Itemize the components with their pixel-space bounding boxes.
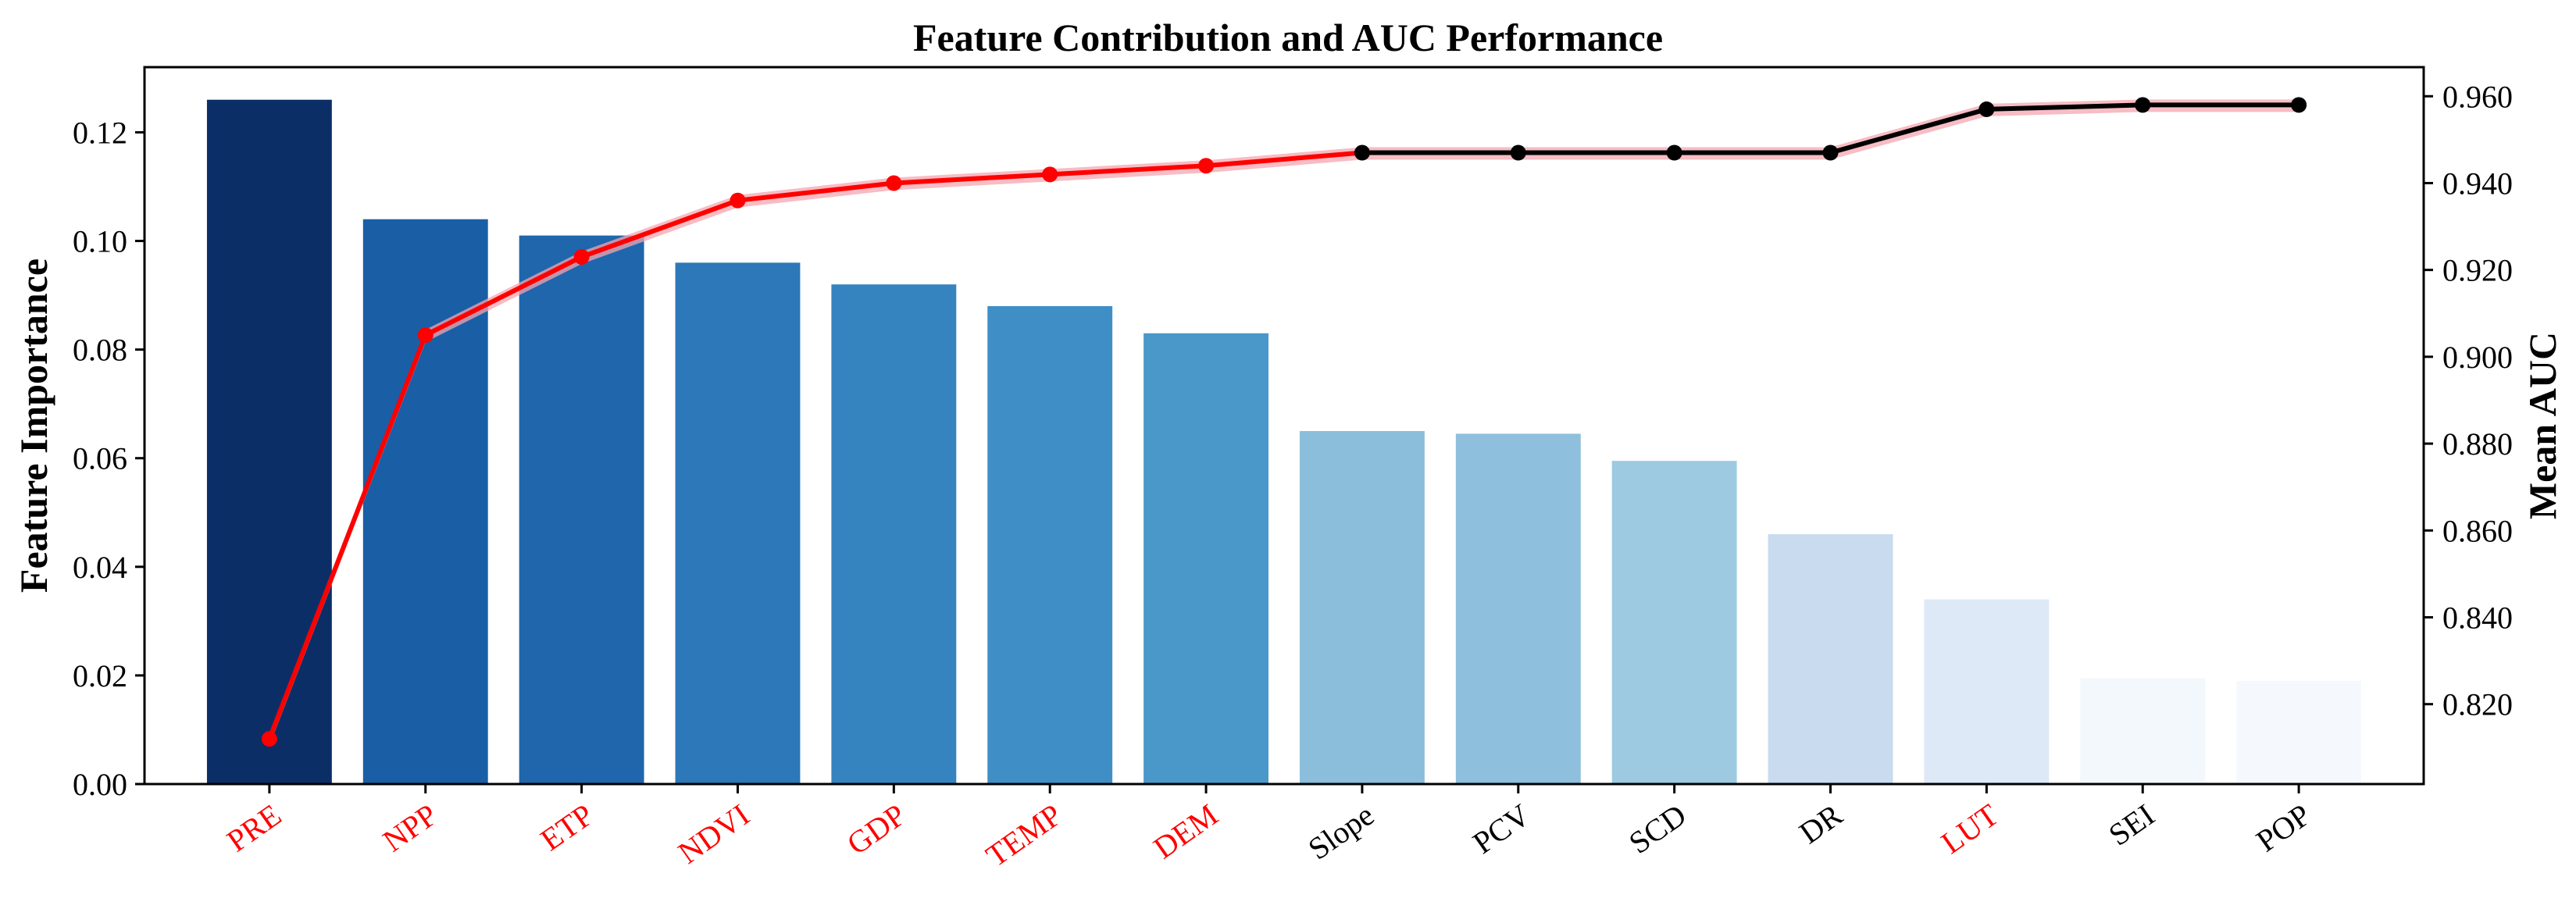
bar-scd xyxy=(1611,461,1737,784)
bar-pcv xyxy=(1455,433,1581,784)
y-right-tick-label: 0.940 xyxy=(2442,166,2513,201)
bar-npp xyxy=(362,219,488,784)
bar-sei xyxy=(2080,678,2206,784)
x-tick-label-slope: Slope xyxy=(1302,797,1380,867)
x-tick-label-scd: SCD xyxy=(1622,797,1693,861)
y-right-tick-label: 0.840 xyxy=(2442,600,2513,635)
x-tick-label-dem: DEM xyxy=(1147,797,1225,866)
y-right-tick-label: 0.880 xyxy=(2442,426,2513,462)
auc-point-pcv xyxy=(1510,144,1526,161)
y-left-tick-label: 0.08 xyxy=(73,333,127,368)
auc-point-pre xyxy=(261,731,277,747)
y-left-tick-label: 0.12 xyxy=(73,115,127,150)
x-tick-label-pcv: PCV xyxy=(1466,797,1536,861)
y-left-tick-label: 0.06 xyxy=(73,441,127,476)
auc-point-etp xyxy=(573,248,590,265)
bar-dr xyxy=(1768,534,1893,784)
x-tick-label-dr: DR xyxy=(1793,797,1849,850)
x-tick-label-sei: SEI xyxy=(2102,797,2160,853)
bar-lut xyxy=(1924,599,2050,784)
x-tick-label-pop: POP xyxy=(2250,797,2317,859)
y-right-tick-label: 0.820 xyxy=(2442,687,2513,722)
bar-etp xyxy=(519,235,644,784)
y-left-tick-label: 0.02 xyxy=(73,658,127,693)
x-tick-label-lut: LUT xyxy=(1935,797,2005,861)
auc-point-temp xyxy=(1042,166,1058,183)
y-left-tick-label: 0.10 xyxy=(73,224,127,259)
bar-gdp xyxy=(831,284,957,784)
plot-frame xyxy=(143,66,2425,786)
y-axis-left-label: Feature Importance xyxy=(12,258,55,593)
auc-line-segment xyxy=(423,254,584,338)
y-right-tick-label: 0.960 xyxy=(2442,79,2513,114)
auc-point-scd xyxy=(1666,144,1682,161)
chart-title: Feature Contribution and AUC Performance xyxy=(913,16,1663,59)
auc-line-segment xyxy=(735,180,897,203)
y-axis-right-label: Mean AUC xyxy=(2521,332,2564,519)
bar-ndvi xyxy=(675,262,801,784)
x-tick-label-gdp: GDP xyxy=(840,797,912,862)
auc-line-segment xyxy=(1047,163,1209,177)
x-tick-label-temp: TEMP xyxy=(979,797,1068,874)
x-tick-label-pre: PRE xyxy=(220,797,287,859)
auc-point-slope xyxy=(1354,144,1370,161)
x-tick-label-etp: ETP xyxy=(534,797,600,858)
auc-lines xyxy=(266,102,2302,742)
auc-point-dr xyxy=(1822,144,1839,161)
bar-temp xyxy=(987,306,1113,784)
x-tick-label-ndvi: NDVI xyxy=(672,797,756,871)
x-tick-label-npp: NPP xyxy=(376,797,444,859)
y-axis-right: 0.820 0.840 0.860 0.880 0.900 0.920 0.940 0.960 xyxy=(2424,79,2513,722)
auc-point-npp xyxy=(417,327,433,344)
auc-point-ndvi xyxy=(730,192,746,209)
y-right-tick-label: 0.900 xyxy=(2442,340,2513,375)
auc-point-sei xyxy=(2135,97,2151,113)
y-right-tick-label: 0.920 xyxy=(2442,253,2513,288)
auc-points xyxy=(261,97,2307,747)
y-left-tick-label: 0.04 xyxy=(73,550,127,585)
auc-line-segment xyxy=(579,198,740,259)
bar-dem xyxy=(1144,333,1269,785)
y-axis-left: 0.00 0.02 0.04 0.06 0.08 0.10 0.12 xyxy=(73,115,144,802)
y-right-tick-label: 0.860 xyxy=(2442,513,2513,548)
y-left-tick-label: 0.00 xyxy=(73,767,127,802)
auc-point-lut xyxy=(1978,101,1995,117)
bar-pop xyxy=(2236,680,2362,784)
bar-slope xyxy=(1299,430,1425,784)
auc-line-segment xyxy=(266,333,428,742)
auc-point-gdp xyxy=(886,175,902,191)
bar-pre xyxy=(206,99,332,784)
auc-line-segment xyxy=(891,172,1053,186)
auc-point-dem xyxy=(1198,158,1215,174)
auc-line-segment xyxy=(1828,106,1989,155)
bars xyxy=(206,99,2362,785)
auc-line-segment xyxy=(1204,150,1365,169)
auc-line-segment xyxy=(1984,102,2146,112)
x-axis: PRE NPP ETP NDVI GDP TEMP DEM Slope PCV SCD DR LUT S… xyxy=(220,784,2317,874)
auc-point-pop xyxy=(2291,97,2307,113)
